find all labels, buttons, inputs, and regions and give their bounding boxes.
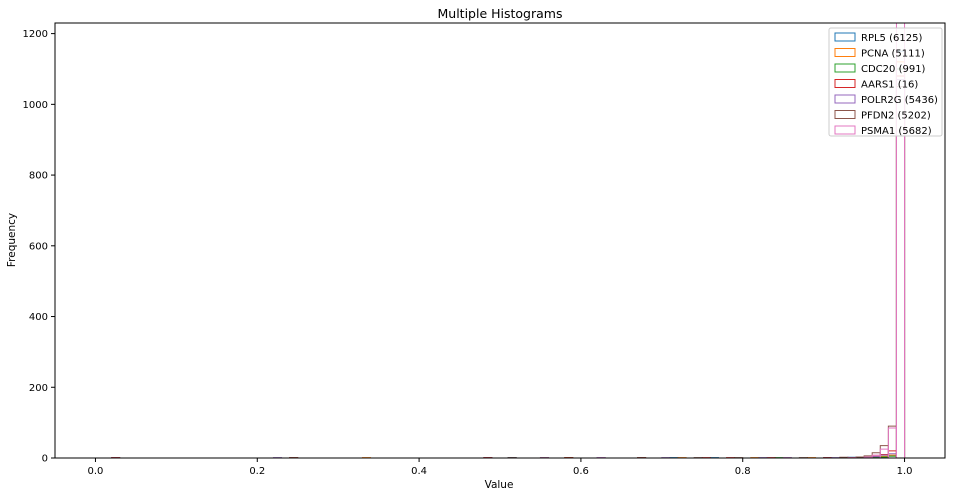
legend-label: CDC20 (991) xyxy=(861,64,926,75)
y-tick-label: 1200 xyxy=(23,29,48,40)
x-tick-label: 0.2 xyxy=(249,466,265,477)
x-tick-label: 0.8 xyxy=(735,466,751,477)
x-tick-label: 0.0 xyxy=(88,466,104,477)
chart-title: Multiple Histograms xyxy=(438,6,563,21)
legend-swatch xyxy=(834,94,856,104)
x-tick-label: 0.4 xyxy=(411,466,427,477)
y-tick-label: 200 xyxy=(29,383,48,394)
legend-label: PFDN2 (5202) xyxy=(861,111,931,122)
legend-label: PCNA (5111) xyxy=(861,49,925,60)
y-axis-ticks: 0 200 400 600 800 1000 1200 xyxy=(23,29,55,465)
legend-swatch xyxy=(834,79,856,88)
x-axis-label: Value xyxy=(485,479,514,491)
x-axis-ticks: 0.0 0.2 0.4 0.6 0.8 1.0 xyxy=(88,458,913,477)
legend-label: PSMA1 (5682) xyxy=(861,126,932,137)
legend-label: AARS1 (16) xyxy=(861,80,918,91)
legend-swatch xyxy=(834,110,856,119)
legend-swatch xyxy=(834,48,856,57)
axes-frame xyxy=(54,22,946,459)
legend-label: POLR2G (5436) xyxy=(861,95,938,106)
legend: RPL5 (6125) PCNA (5111) CDC20 (991) AARS1 (… xyxy=(828,27,943,137)
legend-swatch xyxy=(834,125,856,135)
x-tick-label: 1.0 xyxy=(897,466,913,477)
y-tick-label: 1000 xyxy=(23,100,48,111)
y-tick-label: 0 xyxy=(42,454,48,465)
x-tick-label: 0.6 xyxy=(573,466,589,477)
y-tick-label: 600 xyxy=(29,241,48,252)
legend-box xyxy=(828,27,943,137)
y-axis-label: Frequency xyxy=(6,213,18,267)
hist-bin xyxy=(895,23,906,458)
legend-swatch xyxy=(834,32,856,42)
legend-label: RPL5 (6125) xyxy=(861,33,922,44)
legend-swatch xyxy=(834,63,856,73)
y-tick-label: 800 xyxy=(29,171,48,182)
y-tick-label: 400 xyxy=(29,312,48,323)
